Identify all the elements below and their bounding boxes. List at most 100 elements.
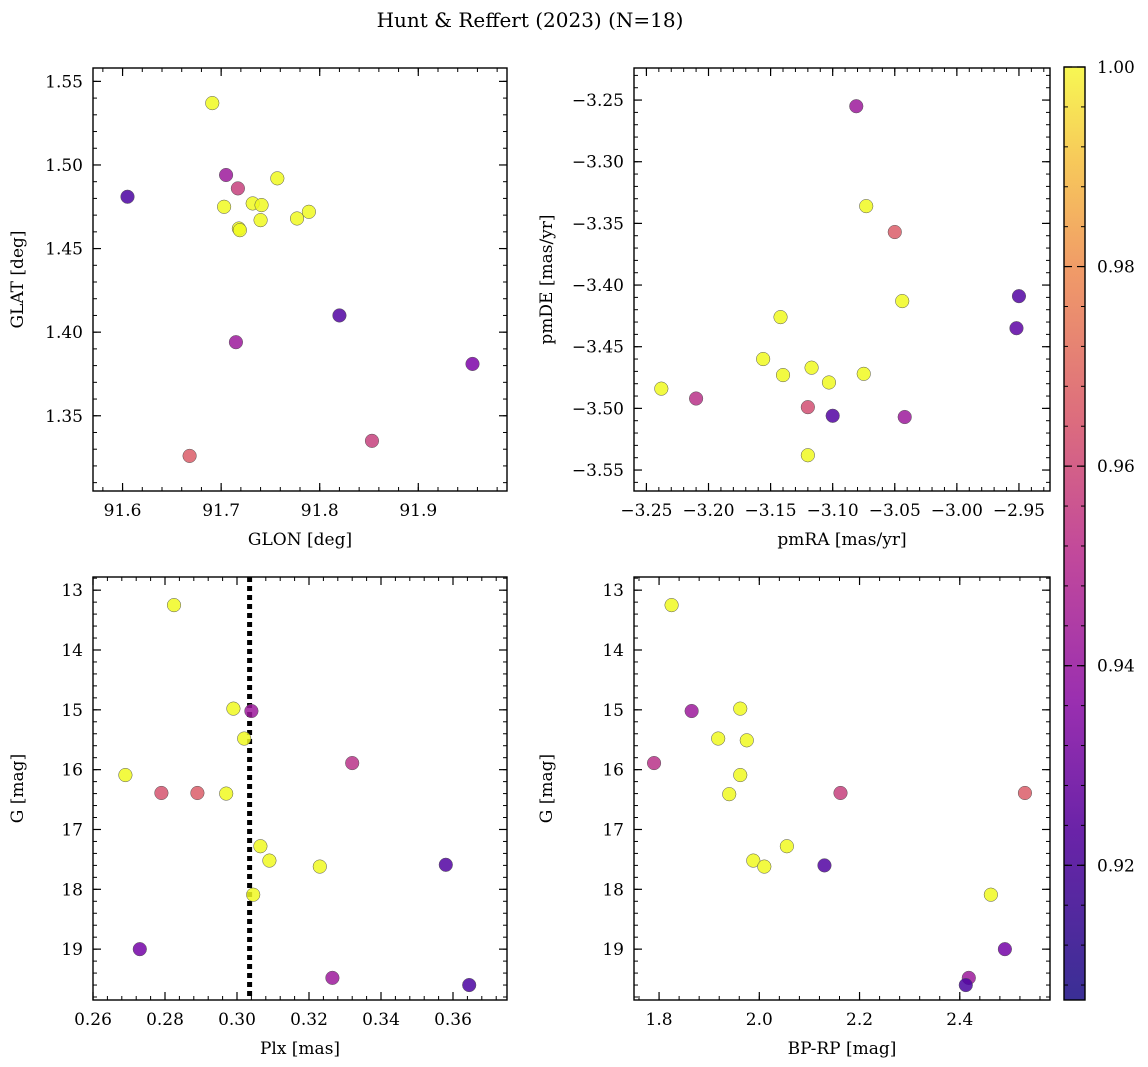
x-tick-label: 2.2 <box>846 1010 873 1030</box>
panel-3: 0.26 0.28 0.30 0.32 0.34 0.36 13 14 15 16 17 18 19 Pl… <box>8 576 508 1059</box>
y-tick-label: 18 <box>602 880 624 900</box>
scatter-point <box>664 598 679 613</box>
x-axis-label: pmRA [mas/yr] <box>777 530 906 550</box>
x-tick-label: 0.30 <box>218 1010 256 1030</box>
y-tick-label: 19 <box>61 940 83 960</box>
scatter-point <box>219 786 234 801</box>
scatter-point <box>833 785 848 801</box>
scatter-point <box>132 942 147 957</box>
scatter-point <box>859 199 874 214</box>
scatter-point <box>312 859 327 874</box>
scatter-point <box>1011 289 1027 304</box>
x-tick-label: 91.6 <box>104 501 142 521</box>
scatter-point <box>817 858 832 873</box>
x-tick-label: −3.20 <box>682 501 734 521</box>
scatter-point <box>325 970 340 985</box>
scatter-point <box>182 448 197 463</box>
colorbar-tick-label: 0.98 <box>1097 258 1135 278</box>
y-tick-label: −3.45 <box>572 338 624 358</box>
x-tick-label: −3.25 <box>620 501 672 521</box>
scatter-point <box>118 767 133 783</box>
x-tick-label: 91.7 <box>202 501 240 521</box>
panel-1: 91.6 91.7 91.8 91.9 1.35 1.40 1.45 1.50 1.55 GLON… <box>8 67 508 550</box>
scatter-point <box>779 839 794 854</box>
scatter-point <box>154 785 169 801</box>
y-axis-label: GLAT [deg] <box>8 230 28 328</box>
x-tick-label: 0.32 <box>290 1010 328 1030</box>
y-axis-label: G [mag] <box>537 754 557 823</box>
y-tick-label: 13 <box>602 581 624 601</box>
x-tick-label: −3.10 <box>807 501 859 521</box>
plot-frame <box>633 67 1051 492</box>
scatter-point <box>887 224 902 240</box>
scatter-point <box>262 853 277 868</box>
scatter-point <box>244 703 259 719</box>
scatter-point <box>237 731 252 746</box>
scatter-point <box>722 787 737 802</box>
scatter-point <box>773 310 788 325</box>
x-axis-label: BP-RP [mag] <box>788 1039 897 1059</box>
x-tick-label: 91.9 <box>399 501 437 521</box>
x-tick-label: −3.00 <box>931 501 983 521</box>
scatter-point <box>1017 785 1032 801</box>
y-tick-label: 17 <box>602 820 624 840</box>
scatter-point <box>733 701 748 716</box>
y-tick-label: 1.55 <box>45 72 83 92</box>
y-tick-label: 1.50 <box>45 156 83 176</box>
x-tick-label: 0.28 <box>146 1010 184 1030</box>
y-tick-label: 1.45 <box>45 240 83 260</box>
scatter-point <box>226 701 241 716</box>
plot-frame <box>92 576 508 1001</box>
y-axis-label: G [mag] <box>8 754 28 823</box>
y-tick-label: −3.35 <box>572 214 624 234</box>
figure-title: Hunt & Reffert (2023) (N=18) <box>377 8 684 32</box>
scatter-point <box>997 942 1012 957</box>
x-axis-label: Plx [mas] <box>260 1039 340 1059</box>
y-tick-label: −3.40 <box>572 276 624 296</box>
plot-frame <box>633 576 1051 1001</box>
scatter-point <box>289 211 305 226</box>
y-tick-label: 19 <box>602 940 624 960</box>
scatter-point <box>746 853 761 868</box>
y-tick-label: −3.50 <box>572 399 624 419</box>
scatter-point <box>332 308 347 323</box>
scatter-point <box>230 181 245 196</box>
y-tick-label: 15 <box>602 701 624 721</box>
y-tick-label: 16 <box>602 761 624 781</box>
x-tick-label: −3.05 <box>869 501 921 521</box>
colorbar: 0.92 0.94 0.96 0.98 1.00 <box>1063 58 1135 1001</box>
y-tick-label: 1.35 <box>45 407 83 427</box>
y-tick-label: 14 <box>61 641 83 661</box>
x-tick-label: −3.15 <box>745 501 797 521</box>
y-tick-label: −3.25 <box>572 91 624 111</box>
scatter-point <box>232 223 247 238</box>
y-axis-label: pmDE [mas/yr] <box>537 214 557 344</box>
scatter-point <box>301 204 316 219</box>
scatter-point <box>253 213 268 228</box>
y-tick-label: 14 <box>602 641 624 661</box>
scatter-point <box>254 198 269 213</box>
scatter-point <box>895 294 910 309</box>
scatter-point <box>739 733 754 748</box>
colorbar-tick-label: 0.94 <box>1097 657 1135 677</box>
colorbar-tick-label: 0.92 <box>1097 856 1135 876</box>
scatter-point <box>228 335 243 350</box>
scatter-point <box>983 887 998 902</box>
scatter-point <box>804 360 819 375</box>
colorbar-gradient <box>1064 67 1085 1000</box>
scatter-point <box>1009 321 1024 336</box>
scatter-point <box>120 189 135 204</box>
y-tick-label: 1.40 <box>45 323 83 343</box>
scatter-point <box>345 756 360 771</box>
y-tick-label: 16 <box>61 761 83 781</box>
scatter-point <box>684 703 699 719</box>
scatter-point <box>849 99 864 114</box>
y-tick-label: 13 <box>61 581 83 601</box>
scatter-point <box>246 887 261 902</box>
y-tick-label: −3.30 <box>572 153 624 173</box>
scatter-point <box>775 368 791 383</box>
x-tick-label: 0.26 <box>74 1010 112 1030</box>
y-tick-label: −3.55 <box>572 461 624 481</box>
x-axis-label: GLON [deg] <box>248 530 352 550</box>
